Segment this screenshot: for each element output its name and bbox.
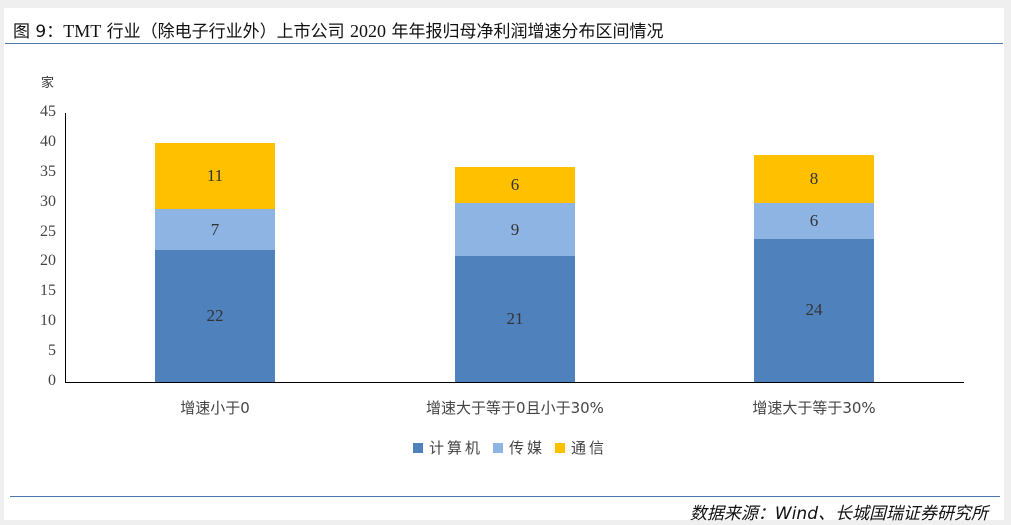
legend-label: 传媒 <box>508 439 545 457</box>
bar-segment-通信: 11 <box>155 142 275 209</box>
y-tick-label: 0 <box>48 372 56 389</box>
y-tick-label: 15 <box>40 282 56 300</box>
legend: 计算机 传媒 通信 <box>4 437 1010 458</box>
y-tick-label: 35 <box>40 162 56 180</box>
bar-segment-计算机: 21 <box>455 256 575 382</box>
data-source: 数据来源：Wind、长城国瑞证券研究所 <box>689 504 988 524</box>
bar-segment-通信: 8 <box>754 154 874 203</box>
x-category-label: 增速大于等于0且小于30% <box>426 399 604 417</box>
bar-segment-计算机: 24 <box>754 238 874 382</box>
title-mid: 行业（除电子行业外）上市公司 <box>101 22 351 42</box>
legend-item: 计算机 <box>412 437 483 458</box>
legend-swatch-icon <box>492 442 503 453</box>
y-tick-label: 10 <box>40 312 56 330</box>
legend-label: 计算机 <box>428 439 483 457</box>
y-tick-label: 40 <box>40 132 56 150</box>
title-latin: TMT <box>63 21 102 41</box>
y-tick-label: 20 <box>40 252 56 270</box>
title-suffix: 年年报归母净利润增速分布区间情况 <box>386 22 664 42</box>
figure-title: 图 9：TMT 行业（除电子行业外）上市公司 2020 年年报归母净利润增速分布… <box>13 17 663 42</box>
bar-segment-传媒: 6 <box>754 202 874 239</box>
legend-swatch-icon <box>555 442 565 453</box>
x-category-label: 增速小于0 <box>180 399 250 417</box>
title-underline <box>5 43 1003 44</box>
x-category-label: 增速大于等于30% <box>752 399 876 417</box>
y-tick-label: 45 <box>40 103 56 120</box>
y-tick-label: 30 <box>40 192 56 210</box>
bar-segment-传媒: 9 <box>455 202 575 257</box>
footer-rule <box>10 496 1000 497</box>
stacked-bar-chart: 家 0 5 10 15 20 25 30 35 40 45 22 7 11 21 9 6 24 6 8 增速小于0… <box>4 8 1004 520</box>
y-tick-label: 25 <box>40 222 56 240</box>
legend-item: 传媒 <box>492 437 545 458</box>
bar-segment-传媒: 7 <box>155 208 275 251</box>
legend-item: 通信 <box>555 437 607 458</box>
title-year: 2020 <box>350 21 387 41</box>
bar-segment-计算机: 22 <box>155 250 275 382</box>
x-axis-line <box>65 382 964 383</box>
y-tick-label: 5 <box>48 342 56 360</box>
title-prefix: 图 9： <box>13 22 64 42</box>
y-axis-line <box>65 113 66 383</box>
report-page: 图 9：TMT 行业（除电子行业外）上市公司 2020 年年报归母净利润增速分布… <box>4 8 1004 524</box>
legend-swatch-icon <box>412 442 423 453</box>
bar-segment-通信: 6 <box>455 166 575 203</box>
legend-label: 通信 <box>571 439 608 457</box>
y-axis-unit: 家 <box>41 76 55 91</box>
